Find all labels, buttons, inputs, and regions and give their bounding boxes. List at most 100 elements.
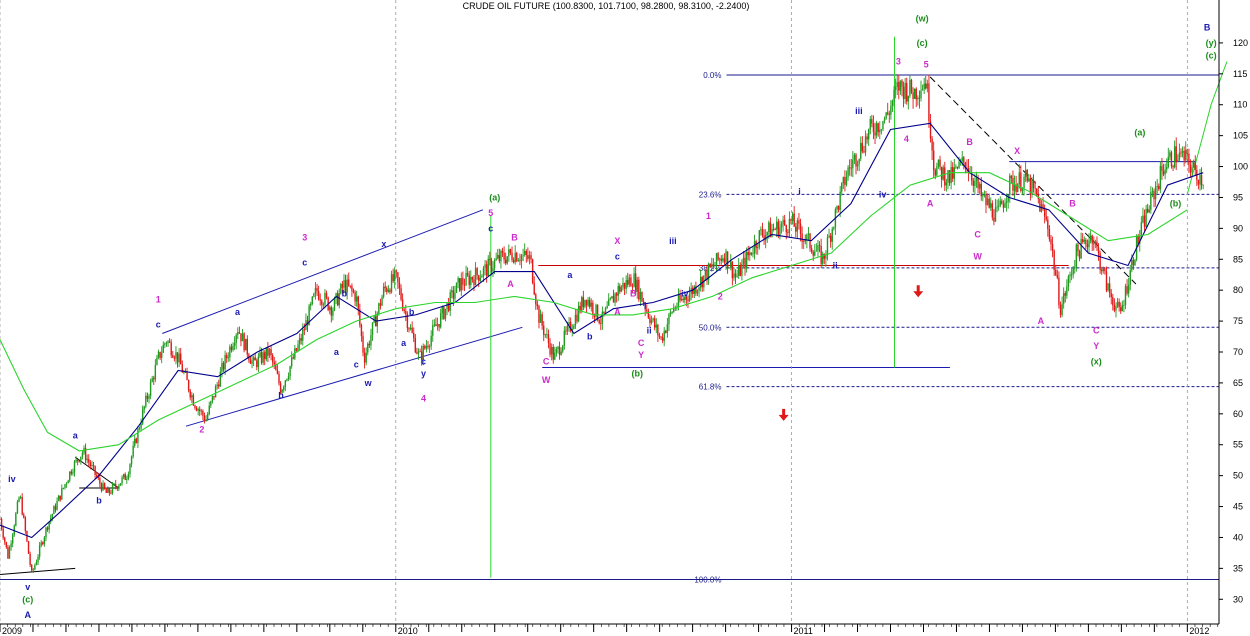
price-candle-body [191, 395, 193, 398]
price-candle-body [971, 173, 973, 181]
price-candle-body [717, 253, 719, 260]
price-candle-body [200, 410, 203, 412]
price-candle-body [848, 167, 851, 169]
price-candle-body [162, 344, 164, 353]
wave-label: c [354, 359, 359, 369]
price-candle-body [216, 384, 218, 387]
price-candle-body [655, 324, 657, 328]
price-candle-body [73, 461, 76, 473]
price-candle-body [644, 304, 646, 310]
price-candle-body [883, 118, 886, 122]
price-candle-body [1050, 239, 1052, 245]
price-candle-body [349, 285, 352, 287]
y-tick-label: 95 [1233, 192, 1243, 202]
price-candle-body [289, 366, 291, 377]
price-candle-body [934, 170, 936, 176]
wave-label: ii [833, 261, 838, 271]
price-candle-body [59, 495, 61, 500]
y-tick-label: 60 [1233, 409, 1243, 419]
price-candle-body [403, 309, 405, 312]
price-candle-body [31, 564, 33, 571]
price-candle-body [86, 458, 88, 461]
price-candle-body [506, 256, 508, 264]
price-candle-body [153, 378, 155, 380]
price-candle-body [630, 277, 632, 287]
price-candle-body [961, 157, 963, 162]
price-candle-body [298, 338, 301, 345]
price-candle-body [861, 142, 864, 152]
price-candle-body [0, 518, 1, 520]
price-candle-body [1116, 301, 1119, 307]
price-candle-body [682, 298, 684, 301]
price-candle-body [1074, 267, 1076, 269]
price-candle-body [363, 352, 366, 363]
price-candle-body [487, 258, 489, 276]
price-candle-body [503, 252, 505, 260]
price-candle-body [500, 250, 502, 262]
wave-label: C [543, 356, 550, 366]
price-candle-body [988, 198, 990, 208]
price-candle-body [783, 219, 786, 226]
y-tick-label: 45 [1233, 502, 1243, 512]
price-candle-body [977, 177, 979, 189]
price-candle-body [661, 337, 664, 341]
price-candle-body [566, 325, 569, 332]
price-candle-body [1075, 244, 1078, 268]
price-candle-body [67, 480, 69, 484]
price-candle-body [815, 250, 818, 252]
price-candle-body [673, 307, 675, 312]
price-candle-body [1020, 172, 1022, 191]
price-candle-body [555, 349, 558, 353]
price-candle-body [430, 335, 432, 347]
price-candle-body [623, 282, 626, 289]
price-candle-body [874, 132, 876, 136]
price-candle-body [864, 136, 867, 153]
price-candle-body [818, 245, 821, 246]
price-candle-body [365, 352, 367, 363]
price-candle-body [425, 345, 428, 349]
price-candle-body [595, 304, 597, 317]
price-candle-body [519, 260, 521, 262]
price-candle-body [368, 343, 371, 346]
price-candle-body [750, 252, 753, 255]
price-candle-body [741, 263, 743, 276]
price-candle-body [822, 253, 824, 264]
price-candle-body [473, 279, 475, 285]
wave-label: iii [669, 236, 677, 246]
price-candle-body [1181, 151, 1184, 153]
price-candle-body [138, 428, 141, 430]
wave-label: X [1014, 146, 1020, 156]
wave-label: B [1069, 199, 1076, 209]
fibonacci-levels: 0.0% 23.6% 38.2% 50.0% 61.8% 100.0% [0, 71, 1219, 584]
price-candle-body [1131, 260, 1133, 271]
price-candle-body [5, 542, 8, 548]
price-candle-body [409, 327, 412, 330]
price-candle-body [214, 386, 217, 398]
price-candle-body [378, 303, 380, 314]
price-candle-body [432, 325, 434, 336]
price-candle-body [454, 292, 456, 299]
price-candle-body [581, 297, 583, 312]
price-candle-body [386, 288, 388, 292]
price-candle-body [847, 167, 849, 177]
price-candle-body [422, 346, 424, 361]
price-candle-body [1105, 271, 1108, 291]
price-candle-body [841, 183, 843, 192]
price-candle-body [176, 352, 179, 363]
price-candle-body [1093, 243, 1095, 245]
price-candle-body [839, 191, 841, 210]
price-candle-body [1192, 162, 1195, 168]
trend-line [1186, 61, 1228, 195]
price-candle-body [172, 355, 174, 358]
price-candle-body [406, 314, 409, 329]
price-candle-body [1010, 175, 1013, 178]
price-candle-body [180, 353, 182, 365]
price-candle-body [57, 495, 60, 502]
wave-label: 1 [156, 295, 161, 305]
price-candle-body [1197, 179, 1200, 185]
wave-label: w [364, 378, 373, 388]
price-candle-body [1173, 146, 1176, 168]
price-candle-body [1140, 222, 1143, 236]
price-candle-body [100, 483, 103, 491]
